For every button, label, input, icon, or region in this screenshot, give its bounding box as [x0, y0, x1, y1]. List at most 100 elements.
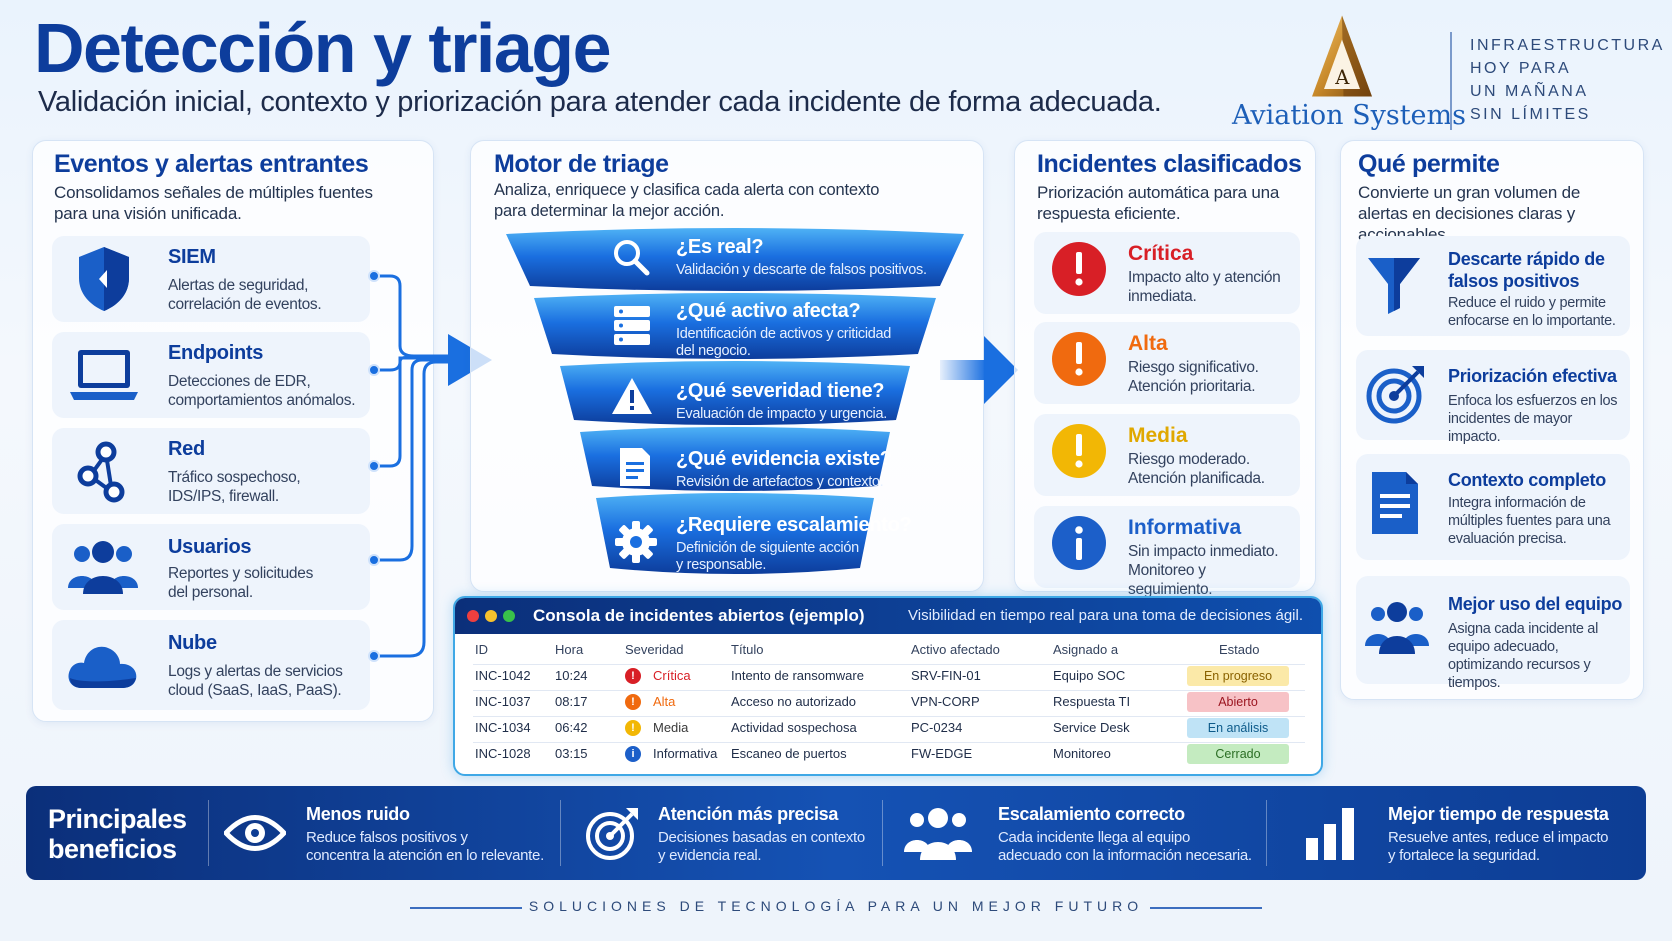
footer-line-left	[410, 907, 522, 909]
events-title: Eventos y alertas entrantes	[54, 150, 369, 178]
col-hora[interactable]: Hora	[555, 642, 584, 657]
event-title-siem: SIEM	[168, 246, 216, 268]
status-badge[interactable]: Abierto	[1187, 692, 1289, 712]
severity-dot-icon: i	[625, 746, 641, 762]
severity-dot-icon: !	[625, 720, 641, 736]
severity-dot-icon: !	[625, 668, 641, 684]
incident-id: INC-1042	[475, 668, 531, 683]
allows-title: Qué permite	[1358, 150, 1500, 178]
incident-title: Intento de ransomware	[731, 668, 864, 683]
allows-desc-priorizacion: Enfoca los esfuerzos en los incidentes d…	[1448, 393, 1618, 445]
connector-dot-usuarios	[368, 554, 380, 566]
benefits-separator	[560, 800, 561, 866]
benefits-separator	[1266, 800, 1267, 866]
benefits-title: Principales beneficios	[48, 804, 187, 864]
incident-severity: Crítica	[653, 668, 691, 683]
warning-icon	[612, 378, 652, 414]
benefits-bar: Principales beneficios Menos ruido Reduc…	[26, 786, 1646, 880]
event-title-nube: Nube	[168, 632, 217, 654]
team-icon	[904, 808, 972, 860]
severity-desc-media: Riesgo moderado. Atención planificada.	[1128, 451, 1265, 487]
events-desc: Consolidamos señales de múltiples fuente…	[54, 183, 373, 223]
logo-letter: A	[1334, 66, 1350, 89]
severity-desc-informativa: Sin impacto inmediato. Monitoreo y segui…	[1128, 543, 1279, 598]
incident-asset: FW-EDGE	[911, 746, 973, 761]
funnel-step-1-title: ¿Es real?	[676, 236, 764, 258]
status-badge[interactable]: Cerrado	[1187, 744, 1289, 764]
severity-title-informativa: Informativa	[1128, 516, 1242, 539]
document-icon	[1372, 472, 1418, 534]
funnel-step-4-title: ¿Qué evidencia existe?	[676, 448, 892, 470]
window-maximize-dot[interactable]	[503, 610, 515, 622]
console-title: Consola de incidentes abiertos (ejemplo)	[533, 606, 865, 625]
console-header: Consola de incidentes abiertos (ejemplo)…	[455, 598, 1321, 634]
event-title-endpoints: Endpoints	[168, 342, 264, 364]
connector-dot-siem	[368, 270, 380, 282]
benefit-title-tiempo: Mejor tiempo de respuesta	[1388, 804, 1609, 824]
benefit-desc-escalamiento: Cada incidente llega al equipo adecuado c…	[998, 829, 1252, 864]
benefit-desc-ruido: Reduce falsos positivos y concentra la at…	[306, 829, 544, 864]
allows-title-contexto: Contexto completo	[1448, 470, 1606, 490]
allows-card-priorizacion[interactable]	[1356, 350, 1630, 440]
allows-card-equipo[interactable]	[1356, 576, 1630, 684]
connector-dot-nube	[368, 650, 380, 662]
benefits-separator	[208, 800, 209, 866]
classified-desc: Priorización automática para una respues…	[1037, 183, 1280, 223]
event-title-red: Red	[168, 438, 205, 460]
arrow-right-icon	[940, 336, 1018, 404]
triage-funnel	[506, 228, 964, 574]
severity-dot-icon: !	[625, 694, 641, 710]
window-minimize-dot[interactable]	[485, 610, 497, 622]
info-icon	[1052, 516, 1106, 570]
allows-desc-descarte: Reduce el ruido y permite enfocarse en l…	[1448, 295, 1616, 329]
incident-time: 06:42	[555, 720, 588, 735]
funnel-icon	[1368, 258, 1420, 314]
laptop-icon	[70, 350, 138, 400]
medium-alert-icon	[1052, 424, 1106, 478]
col-estado[interactable]: Estado	[1219, 642, 1260, 657]
table-row-divider	[473, 742, 1305, 743]
allows-card-descarte[interactable]	[1356, 236, 1630, 336]
window-close-dot[interactable]	[467, 610, 479, 622]
col-titulo[interactable]: Título	[731, 642, 764, 657]
target-icon	[1366, 366, 1424, 424]
console-subtitle: Visibilidad en tiempo real para una toma…	[908, 607, 1303, 624]
page-subtitle: Validación inicial, contexto y priorizac…	[38, 86, 1162, 118]
status-badge[interactable]: En progreso	[1187, 666, 1289, 686]
network-icon	[77, 441, 125, 503]
status-badge[interactable]: En análisis	[1187, 718, 1289, 738]
incident-asset: PC-0234	[911, 720, 963, 735]
table-row-divider	[473, 690, 1305, 691]
table-row-divider	[473, 664, 1305, 665]
funnel-step-2-title: ¿Qué activo afecta?	[676, 300, 861, 322]
incident-assigned: Equipo SOC	[1053, 668, 1126, 683]
event-desc-nube: Logs y alertas de servicios cloud (SaaS,…	[168, 663, 343, 699]
col-severidad[interactable]: Severidad	[625, 642, 684, 657]
severity-title-critica: Crítica	[1128, 242, 1194, 265]
classified-title: Incidentes clasificados	[1037, 150, 1302, 178]
incident-id: INC-1034	[475, 720, 531, 735]
incident-title: Escaneo de puertos	[731, 746, 847, 761]
funnel-step-3-desc: Evaluación de impacto y urgencia.	[676, 406, 887, 422]
incident-time: 03:15	[555, 746, 588, 761]
allows-title-equipo: Mejor uso del equipo	[1448, 594, 1623, 614]
incident-id: INC-1028	[475, 746, 531, 761]
users-icon	[68, 541, 138, 594]
benefit-desc-atencion: Decisiones basadas en contexto y evidenci…	[658, 829, 865, 864]
eye-icon	[224, 815, 286, 851]
allows-desc-equipo: Asigna cada incidente al equipo adecuado…	[1448, 621, 1598, 691]
cloud-icon	[68, 646, 137, 688]
event-card-usuarios[interactable]	[52, 524, 370, 610]
funnel-step-4-desc: Revisión de artefactos y contexto.	[676, 474, 884, 490]
severity-desc-critica: Impacto alto y atención inmediata.	[1128, 269, 1281, 305]
funnel-step-1-desc: Validación y descarte de falsos positivo…	[676, 262, 927, 278]
incident-severity: Media	[653, 720, 689, 735]
col-id[interactable]: ID	[475, 642, 488, 657]
slogan: INFRAESTRUCTURA HOY PARA UN MAÑANA SIN L…	[1470, 37, 1665, 123]
incident-asset: VPN-CORP	[911, 694, 980, 709]
col-activo[interactable]: Activo afectado	[911, 642, 1000, 657]
document-icon	[620, 448, 650, 486]
incident-title: Acceso no autorizado	[731, 694, 857, 709]
incident-severity: Alta	[653, 694, 676, 709]
col-asignado[interactable]: Asignado a	[1053, 642, 1119, 657]
